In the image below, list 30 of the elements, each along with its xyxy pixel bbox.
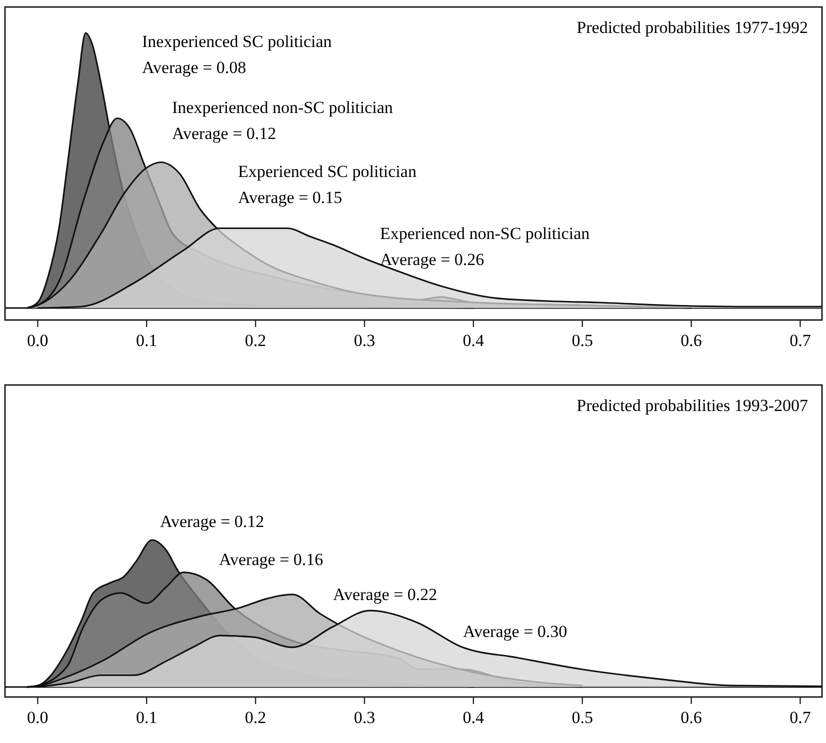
x-tick-label: 0.2	[244, 331, 266, 350]
x-tick-label: 0.0	[27, 708, 48, 727]
text: Inexperienced non-SC politician	[172, 98, 394, 117]
annotation: Average = 0.26	[380, 250, 484, 269]
annotation: Average = 0.16	[219, 550, 324, 569]
annotation: Average = 0.22	[333, 585, 438, 604]
text: Experienced SC politician	[238, 162, 417, 181]
annotation: Average = 0.30	[463, 622, 568, 641]
x-tick-label: 0.4	[462, 331, 485, 350]
annotation: Average = 0.15	[238, 188, 342, 207]
x-tick-label: 0.6	[680, 708, 702, 727]
x-tick-label: 0.5	[572, 708, 593, 727]
chart-title: Predicted probabilities 1993-2007	[576, 396, 808, 415]
x-tick-label: 0.0	[27, 331, 48, 350]
text: Inexperienced SC politician	[142, 32, 332, 51]
x-tick-label: 0.1	[136, 331, 158, 350]
x-tick-label: 0.7	[790, 708, 812, 727]
chart-title: Predicted probabilities 1977-1992	[576, 18, 808, 37]
annotation: Average = 0.08	[142, 58, 246, 77]
x-tick-label: 0.6	[680, 331, 702, 350]
text: Average = 0.12	[160, 512, 264, 531]
x-tick-label: 0.2	[244, 708, 266, 727]
annotation: Average = 0.12	[172, 124, 276, 143]
x-tick-label: 0.3	[354, 708, 376, 727]
x-tick-label: 0.4	[462, 708, 485, 727]
x-tick-label: 0.5	[572, 331, 593, 350]
x-tick-label: 0.7	[790, 331, 812, 350]
series-label: Experienced non-SC politician	[380, 224, 590, 243]
x-tick-label: 0.3	[354, 331, 376, 350]
x-tick-label: 0.1	[136, 708, 158, 727]
